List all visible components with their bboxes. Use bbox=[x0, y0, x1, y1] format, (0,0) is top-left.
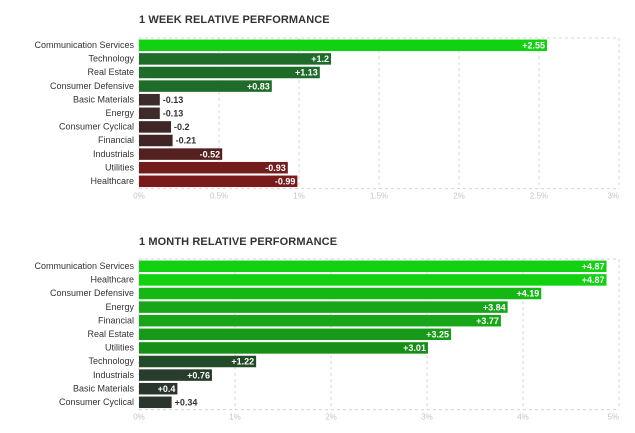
bar-communication-services[interactable] bbox=[139, 260, 607, 273]
value-label-healthcare: +4.87 bbox=[582, 275, 605, 285]
bar-real-estate[interactable] bbox=[139, 66, 320, 79]
bar-communication-services[interactable] bbox=[139, 39, 547, 52]
bar-energy[interactable] bbox=[139, 107, 160, 120]
bar-financial[interactable] bbox=[139, 134, 173, 147]
value-label-communication-services: +2.55 bbox=[522, 41, 545, 51]
bar-consumer-defensive[interactable] bbox=[139, 287, 542, 300]
bar-utilities[interactable] bbox=[139, 342, 428, 354]
x-tick-label: 0.5% bbox=[210, 192, 228, 201]
bar-consumer-cyclical[interactable] bbox=[139, 121, 171, 133]
value-label-energy: -0.13 bbox=[163, 109, 184, 119]
x-tick-label: 3% bbox=[421, 413, 433, 422]
value-label-industrials: -0.52 bbox=[200, 149, 221, 159]
x-tick-label: 2.5% bbox=[530, 192, 548, 201]
category-label-industrials: Industrials bbox=[93, 149, 135, 159]
x-tick-label: 2% bbox=[453, 192, 465, 201]
x-tick-label: 4% bbox=[517, 413, 529, 422]
bar-basic-materials[interactable] bbox=[139, 93, 160, 106]
category-label-consumer-cyclical: Consumer Cyclical bbox=[59, 122, 134, 132]
value-label-financial: +3.77 bbox=[476, 316, 499, 326]
value-label-communication-services: +4.87 bbox=[582, 262, 605, 272]
x-tick-label: 0% bbox=[133, 192, 145, 201]
x-tick-label: 3% bbox=[607, 192, 619, 201]
value-label-basic-materials: +0.4 bbox=[158, 384, 176, 394]
bar-industrials[interactable] bbox=[139, 148, 223, 160]
category-label-basic-materials: Basic Materials bbox=[73, 94, 135, 104]
category-label-financial: Financial bbox=[98, 315, 134, 325]
category-label-communication-services: Communication Services bbox=[34, 261, 134, 271]
category-label-energy: Energy bbox=[105, 302, 134, 312]
bar-healthcare[interactable] bbox=[139, 175, 298, 188]
x-tick-label: 1% bbox=[293, 192, 305, 201]
value-label-industrials: +0.76 bbox=[187, 370, 210, 380]
category-label-real-estate: Real Estate bbox=[87, 329, 134, 339]
x-tick-label: 1% bbox=[229, 413, 241, 422]
bar-industrials[interactable] bbox=[139, 369, 212, 381]
value-label-consumer-cyclical: -0.2 bbox=[174, 122, 190, 132]
category-label-healthcare: Healthcare bbox=[90, 176, 134, 186]
bar-technology[interactable] bbox=[139, 53, 331, 65]
value-label-utilities: +3.01 bbox=[403, 343, 426, 353]
category-label-consumer-cyclical: Consumer Cyclical bbox=[59, 397, 134, 407]
value-label-technology: +1.22 bbox=[231, 357, 254, 367]
x-tick-label: 1.5% bbox=[370, 192, 388, 201]
category-label-utilities: Utilities bbox=[105, 343, 135, 353]
bar-consumer-defensive[interactable] bbox=[139, 80, 272, 92]
category-label-energy: Energy bbox=[105, 108, 134, 118]
value-label-energy: +3.84 bbox=[483, 302, 506, 312]
bar-consumer-cyclical[interactable] bbox=[139, 396, 172, 409]
value-label-healthcare: -0.99 bbox=[275, 177, 296, 187]
category-label-technology: Technology bbox=[88, 356, 134, 366]
chart-1week-relative-performance: 0% 0.5% 1% 1.5% 2% 2.5% 3% Communication Servic… bbox=[34, 37, 620, 201]
chart-title-1month: 1 MONTH RELATIVE PERFORMANCE bbox=[139, 236, 338, 248]
category-label-communication-services: Communication Services bbox=[34, 40, 134, 50]
bar-utilities[interactable] bbox=[139, 161, 288, 174]
category-label-healthcare: Healthcare bbox=[90, 275, 134, 285]
value-label-consumer-defensive: +0.83 bbox=[247, 81, 270, 91]
value-label-real-estate: +3.25 bbox=[426, 330, 449, 340]
value-label-financial: -0.21 bbox=[176, 136, 197, 146]
bar-basic-materials[interactable] bbox=[139, 382, 178, 395]
category-label-consumer-defensive: Consumer Defensive bbox=[50, 81, 134, 91]
chart-title-1week: 1 WEEK RELATIVE PERFORMANCE bbox=[139, 14, 330, 26]
bar-healthcare[interactable] bbox=[139, 274, 607, 286]
value-label-basic-materials: -0.13 bbox=[163, 95, 184, 105]
chart-1month-relative-performance: 0% 1% 2% 3% 4% 5% Communication Services +4.87 H… bbox=[34, 258, 620, 422]
x-tick-label: 0% bbox=[133, 413, 145, 422]
x-tick-label: 2% bbox=[325, 413, 337, 422]
bar-financial[interactable] bbox=[139, 314, 501, 327]
bar-real-estate[interactable] bbox=[139, 328, 451, 341]
value-label-real-estate: +1.13 bbox=[295, 68, 318, 78]
value-label-consumer-cyclical: +0.34 bbox=[175, 398, 198, 408]
bar-technology[interactable] bbox=[139, 355, 257, 368]
value-label-technology: +1.2 bbox=[311, 54, 329, 64]
category-label-basic-materials: Basic Materials bbox=[73, 383, 135, 393]
category-label-real-estate: Real Estate bbox=[87, 67, 134, 77]
bar-energy[interactable] bbox=[139, 301, 508, 313]
x-tick-label: 5% bbox=[607, 413, 619, 422]
category-label-utilities: Utilities bbox=[105, 162, 135, 172]
category-label-consumer-defensive: Consumer Defensive bbox=[50, 288, 134, 298]
category-label-industrials: Industrials bbox=[93, 370, 135, 380]
category-label-financial: Financial bbox=[98, 135, 134, 145]
value-label-consumer-defensive: +4.19 bbox=[516, 289, 539, 299]
category-label-technology: Technology bbox=[88, 54, 134, 64]
value-label-utilities: -0.93 bbox=[265, 163, 286, 173]
